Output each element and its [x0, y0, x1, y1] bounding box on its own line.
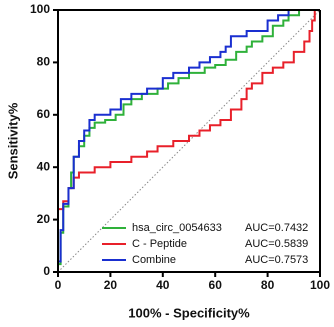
- legend-auc: AUC=0.7432: [245, 222, 308, 234]
- y-tick-label: 40: [37, 159, 51, 173]
- y-tick-label: 20: [37, 212, 51, 226]
- x-tick-label: 0: [55, 278, 62, 292]
- x-tick-label: 60: [209, 278, 223, 292]
- x-axis-title: 100% - Specificity%: [128, 305, 250, 320]
- x-tick-label: 40: [156, 278, 170, 292]
- roc-curve: [57, 9, 320, 272]
- legend-label: hsa_circ_0054633: [132, 222, 222, 234]
- x-tick-label: 100: [310, 278, 330, 292]
- x-tick-label: 20: [104, 278, 118, 292]
- y-tick-label: 80: [37, 55, 51, 69]
- y-tick-label: 0: [43, 264, 50, 278]
- legend-label: Combine: [132, 254, 176, 266]
- roc-curve: [57, 9, 320, 272]
- legend-label: C - Peptide: [132, 238, 187, 250]
- x-tick-label: 80: [261, 278, 275, 292]
- y-tick-label: 100: [30, 2, 50, 16]
- legend-auc: AUC=0.5839: [245, 238, 308, 250]
- legend-auc: AUC=0.7573: [245, 254, 308, 266]
- reference-line: [57, 9, 321, 273]
- y-tick-label: 60: [37, 107, 51, 121]
- y-axis-title: Sensitivity%: [5, 102, 20, 179]
